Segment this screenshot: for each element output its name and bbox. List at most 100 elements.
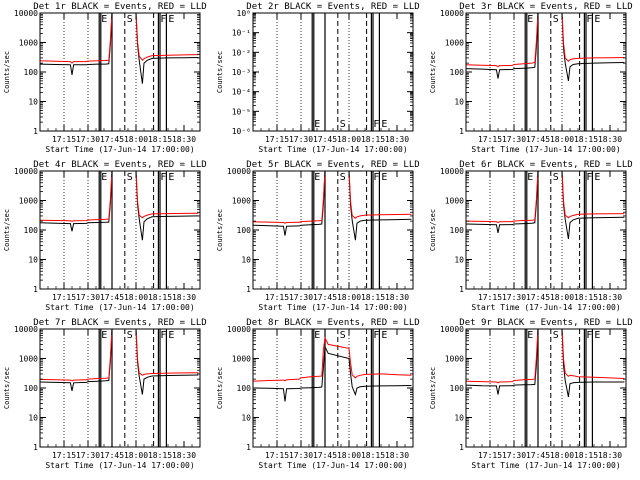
x-tick-label: 18:00 (124, 135, 148, 144)
y-tick-label: 1000 (445, 355, 464, 364)
panel-title: Det 3r BLACK = Events, RED = LLD (459, 2, 632, 12)
event-marker-label: S (553, 330, 559, 341)
y-tick-label: 100 (237, 226, 252, 235)
y-tick-label: 1000 (445, 197, 464, 206)
y-tick-label: 100 (237, 384, 252, 393)
x-tick-label: 18:00 (124, 451, 148, 460)
event-marker-label: E (527, 14, 533, 25)
y-tick-label: 10 (454, 414, 464, 423)
event-marker-label: S (127, 172, 133, 183)
y-tick-label: 1 (459, 127, 464, 136)
x-axis-label: Start Time (17-Jun-14 17:00:00) (258, 303, 407, 312)
event-marker-label: S (340, 172, 346, 183)
y-tick-label: 10000 (227, 325, 251, 334)
event-marker-label: E (101, 172, 107, 183)
x-axis-label: Start Time (17-Jun-14 17:00:00) (45, 145, 194, 154)
y-tick-label: 10⁻³ (232, 68, 251, 77)
x-tick-label: 17:30 (502, 293, 526, 302)
y-tick-label: 10 (454, 256, 464, 265)
x-tick-label: 17:45 (100, 451, 124, 460)
y-tick-label: 10⁻¹ (232, 29, 251, 38)
x-axis-label: Start Time (17-Jun-14 17:00:00) (45, 303, 194, 312)
lld-series-line (252, 336, 412, 382)
y-tick-label: 1 (33, 443, 38, 452)
y-tick-label: 10⁻⁴ (232, 88, 251, 97)
x-tick-label: 17:30 (76, 293, 100, 302)
x-tick-label: 18:00 (337, 135, 361, 144)
y-tick-label: 10 (454, 98, 464, 107)
y-tick-label: 10 (28, 256, 38, 265)
x-axis-label: Start Time (17-Jun-14 17:00:00) (471, 145, 620, 154)
x-tick-label: 17:45 (313, 451, 337, 460)
event-marker-label: S (127, 14, 133, 25)
event-marker-label: E (101, 14, 107, 25)
x-tick-label: 17:30 (76, 135, 100, 144)
y-tick-label: 10000 (227, 167, 251, 176)
event-marker-label: F (160, 330, 166, 341)
x-tick-label: 18:30 (172, 293, 196, 302)
x-tick-label: 17:45 (100, 293, 124, 302)
y-tick-label: 10 (28, 414, 38, 423)
x-tick-label: 17:15 (478, 451, 502, 460)
y-tick-label: 10 (241, 256, 251, 265)
x-tick-label: 18:15 (574, 293, 598, 302)
y-axis-label: Counts/sec (3, 367, 11, 409)
y-axis-label: Counts/sec (3, 51, 11, 93)
x-tick-label: 17:45 (313, 293, 337, 302)
event-marker-label: E (381, 119, 387, 130)
x-tick-label: 18:00 (124, 293, 148, 302)
event-marker-label: E (527, 330, 533, 341)
y-axis-label: Counts/sec (429, 51, 437, 93)
y-tick-label: 10000 (14, 167, 38, 176)
y-tick-label: 100 (450, 226, 465, 235)
event-marker-label: E (168, 14, 174, 25)
y-tick-label: 100 (24, 68, 39, 77)
x-tick-label: 18:15 (574, 451, 598, 460)
event-marker-label: E (314, 172, 320, 183)
y-tick-label: 10000 (440, 167, 464, 176)
event-marker-label: E (168, 172, 174, 183)
x-tick-label: 18:30 (598, 293, 622, 302)
x-tick-label: 17:15 (52, 293, 76, 302)
panel-title: Det 5r BLACK = Events, RED = LLD (246, 160, 419, 170)
x-tick-label: 18:15 (361, 135, 385, 144)
x-tick-label: 17:30 (289, 451, 313, 460)
x-tick-label: 18:15 (361, 451, 385, 460)
y-axis-label: Counts/sec (216, 367, 224, 409)
y-axis-label: Counts/sec (3, 209, 11, 251)
y-tick-label: 10000 (14, 9, 38, 18)
x-tick-label: 17:45 (313, 135, 337, 144)
events-series-line (252, 344, 412, 402)
y-tick-label: 1 (33, 285, 38, 294)
y-tick-label: 10 (28, 98, 38, 107)
x-tick-label: 17:15 (265, 135, 289, 144)
event-marker-label: F (373, 119, 379, 130)
event-marker-label: F (373, 330, 379, 341)
x-tick-label: 18:15 (148, 451, 172, 460)
y-tick-label: 1000 (19, 197, 38, 206)
x-tick-label: 17:15 (478, 135, 502, 144)
y-tick-label: 10⁰ (237, 9, 251, 18)
y-axis-label: Counts/sec (429, 367, 437, 409)
y-tick-label: 10000 (440, 325, 464, 334)
x-tick-label: 18:00 (550, 135, 574, 144)
y-tick-label: 1000 (232, 355, 251, 364)
x-tick-label: 17:45 (526, 451, 550, 460)
x-tick-label: 18:00 (337, 451, 361, 460)
event-marker-label: S (127, 330, 133, 341)
panel-title: Det 9r BLACK = Events, RED = LLD (459, 318, 632, 328)
x-tick-label: 18:30 (598, 135, 622, 144)
x-tick-label: 18:00 (550, 451, 574, 460)
x-tick-label: 17:30 (76, 451, 100, 460)
x-tick-label: 17:30 (502, 451, 526, 460)
panel-title: Det 7r BLACK = Events, RED = LLD (33, 318, 206, 328)
